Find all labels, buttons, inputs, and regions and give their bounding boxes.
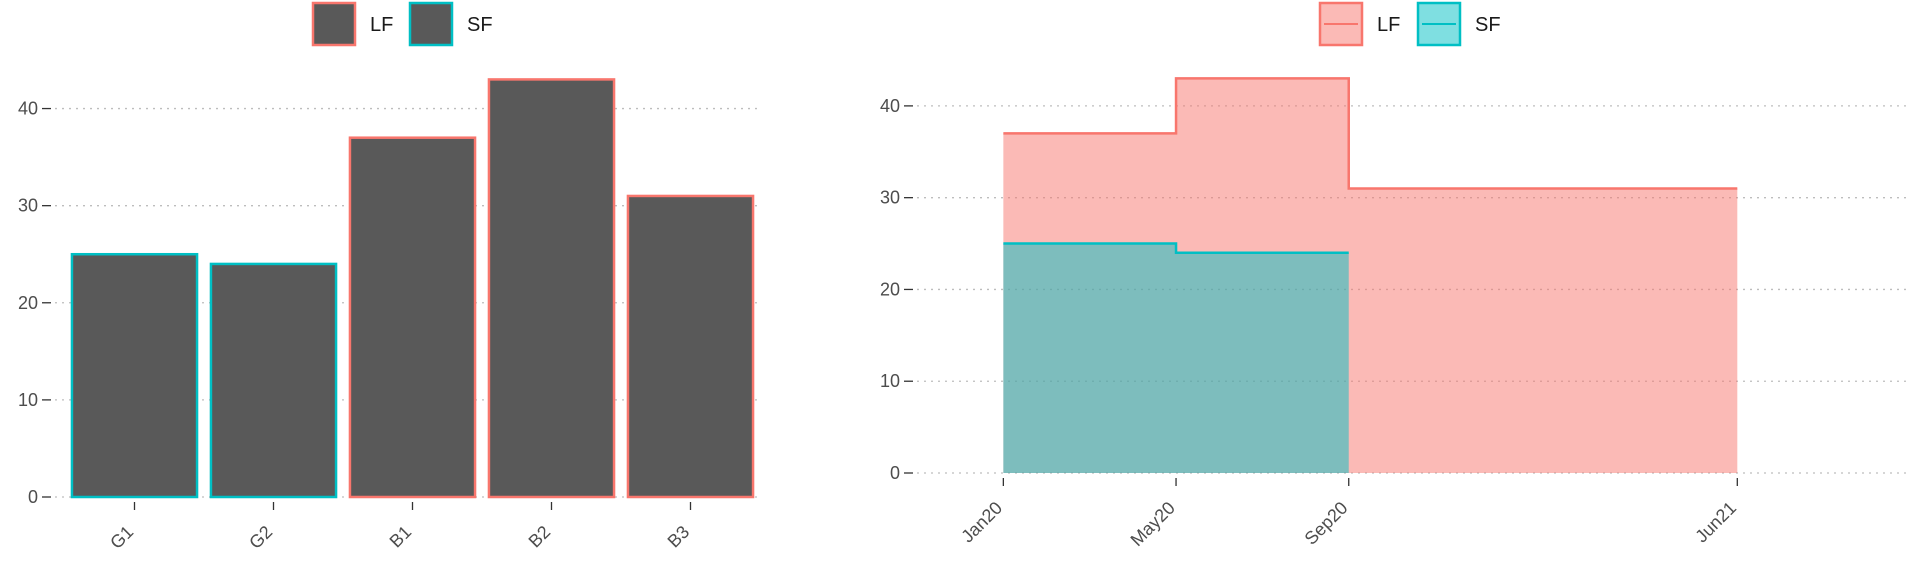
bar-chart: 0 10 20 30 40 G1 G2 B1 B2 B3 LF SF bbox=[18, 1, 760, 553]
step-area-chart: 0 10 20 30 40 Jan20 May20 Sep20 Jun21 LF SF bbox=[880, 1, 1910, 550]
bar bbox=[487, 78, 616, 499]
y-tick-label: 0 bbox=[890, 463, 900, 483]
line-lf bbox=[1003, 77, 1738, 190]
x-tick-label: B1 bbox=[386, 522, 416, 552]
legend-key bbox=[311, 1, 357, 47]
legend-label: LF bbox=[370, 14, 393, 36]
legend-label: LF bbox=[1377, 14, 1400, 36]
legend-label: SF bbox=[467, 14, 493, 36]
area-sf bbox=[1003, 243, 1349, 473]
x-tick-label: Jan20 bbox=[957, 498, 1006, 547]
y-tick-label: 40 bbox=[18, 99, 38, 119]
bar bbox=[626, 194, 755, 499]
y-tick-label: 10 bbox=[880, 371, 900, 391]
y-tick-label: 0 bbox=[28, 487, 38, 507]
legend-label: SF bbox=[1475, 14, 1501, 36]
bar bbox=[348, 136, 477, 499]
y-tick-label: 20 bbox=[18, 293, 38, 313]
x-tick-label: B3 bbox=[664, 522, 694, 552]
x-tick-label: B2 bbox=[525, 522, 555, 552]
legend-key bbox=[408, 1, 454, 47]
x-tick-label: May20 bbox=[1127, 498, 1179, 550]
y-tick-label: 30 bbox=[18, 196, 38, 216]
y-tick-label: 30 bbox=[880, 188, 900, 208]
bar bbox=[209, 262, 338, 499]
y-tick-label: 40 bbox=[880, 96, 900, 116]
x-tick-label: G2 bbox=[245, 522, 276, 553]
bar bbox=[70, 252, 199, 499]
x-tick-label: Jun21 bbox=[1691, 498, 1740, 547]
line-sf bbox=[1003, 242, 1349, 254]
x-tick-label: Sep20 bbox=[1301, 498, 1352, 549]
x-tick-label: G1 bbox=[106, 522, 137, 553]
y-tick-label: 10 bbox=[18, 390, 38, 410]
y-tick-label: 20 bbox=[880, 279, 900, 299]
